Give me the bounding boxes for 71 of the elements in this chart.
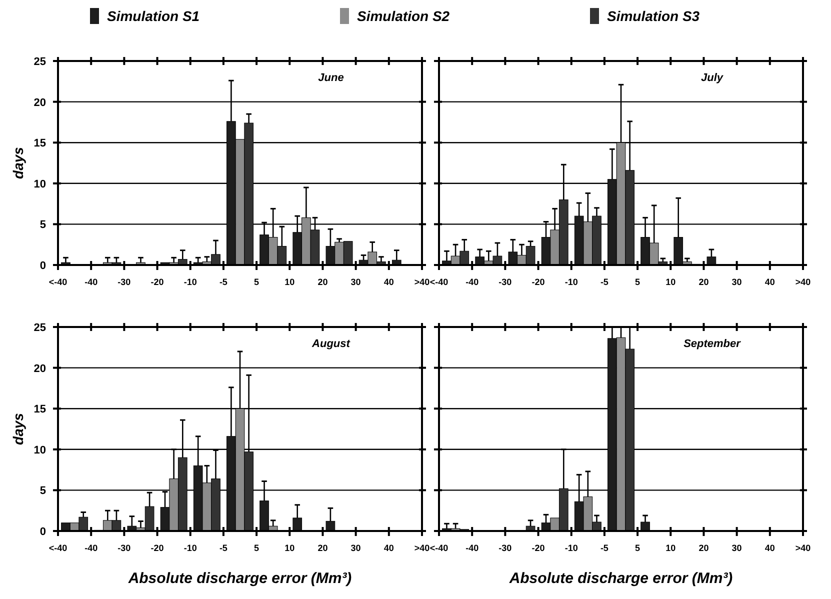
x-tick-label: >40 xyxy=(414,543,430,553)
x-tick-label: 30 xyxy=(732,543,742,553)
x-tick-label: -20 xyxy=(532,543,545,553)
x-tick-label: -40 xyxy=(84,543,98,553)
x-tick-label: -5 xyxy=(219,277,228,287)
x-tick-label: 10 xyxy=(284,277,295,287)
x-tick-label: 10 xyxy=(284,543,295,553)
y-tick-label: 10 xyxy=(34,444,46,456)
x-tick-label: 10 xyxy=(666,277,676,287)
x-tick-label: -30 xyxy=(498,543,512,553)
x-tick-label: 10 xyxy=(666,543,676,553)
x-axis-title: Absolute discharge error (Mm³) xyxy=(508,570,733,587)
x-tick-label: <-40 xyxy=(48,277,68,287)
y-axis-title: days xyxy=(10,146,26,179)
x-tick-label: >40 xyxy=(414,277,430,287)
x-tick-label: -40 xyxy=(466,543,479,553)
x-tick-label: -30 xyxy=(118,277,131,287)
x-tick-label: 30 xyxy=(350,277,361,287)
x-axis-title: Absolute discharge error (Mm³) xyxy=(127,570,352,587)
y-tick-label: 20 xyxy=(34,96,46,109)
y-axis-title: days xyxy=(10,412,26,445)
x-tick-label: -20 xyxy=(150,277,164,287)
x-tick-label: <-40 xyxy=(430,543,448,553)
x-tick-label: 40 xyxy=(384,543,394,553)
x-tick-label: -5 xyxy=(600,277,608,287)
x-tick-label: 40 xyxy=(764,543,775,553)
text: June xyxy=(318,72,344,84)
x-tick-label: >40 xyxy=(795,543,811,553)
x-tick-label: 5 xyxy=(635,277,640,287)
text: September xyxy=(684,338,742,350)
legend-label: Simulation S3 xyxy=(607,8,700,24)
legend-label: Simulation S1 xyxy=(107,8,200,24)
y-tick-label: 15 xyxy=(34,404,46,416)
x-tick-label: -5 xyxy=(219,543,228,553)
x-tick-label: <-40 xyxy=(430,277,448,287)
y-tick-label: 5 xyxy=(40,485,46,498)
x-tick-label: -10 xyxy=(564,543,578,553)
y-tick-label: 25 xyxy=(34,56,46,68)
legend-label: Simulation S2 xyxy=(357,8,450,24)
x-tick-label: -20 xyxy=(150,543,164,553)
y-tick-label: 20 xyxy=(34,362,46,375)
x-tick-label: -10 xyxy=(184,543,197,553)
text: August xyxy=(311,338,352,350)
y-tick-label: 10 xyxy=(34,178,46,190)
x-tick-label: 5 xyxy=(635,543,640,553)
x-tick-label: 5 xyxy=(254,277,260,287)
x-tick-label: -10 xyxy=(564,277,578,287)
x-tick-label: -10 xyxy=(184,277,197,287)
text: July xyxy=(700,72,724,84)
x-tick-label: 20 xyxy=(698,277,709,287)
y-tick-label: 0 xyxy=(40,260,46,272)
y-tick-label: 15 xyxy=(34,138,46,150)
x-tick-label: 30 xyxy=(732,277,742,287)
x-tick-label: -5 xyxy=(600,543,608,553)
x-tick-label: -30 xyxy=(498,277,512,287)
x-tick-label: 40 xyxy=(764,277,775,287)
x-tick-label: 30 xyxy=(350,543,361,553)
x-tick-label: -20 xyxy=(532,277,545,287)
x-tick-label: 20 xyxy=(318,543,328,553)
y-tick-label: 5 xyxy=(40,219,46,232)
x-tick-label: 40 xyxy=(384,277,394,287)
x-tick-label: 5 xyxy=(254,543,260,553)
x-tick-label: 20 xyxy=(318,277,328,287)
y-tick-label: 0 xyxy=(40,526,46,538)
x-tick-label: 20 xyxy=(698,543,709,553)
x-tick-label: -30 xyxy=(118,543,131,553)
x-tick-label: -40 xyxy=(466,277,479,287)
y-tick-label: 25 xyxy=(34,322,46,334)
x-tick-label: >40 xyxy=(795,277,811,287)
x-tick-label: <-40 xyxy=(48,543,68,553)
x-tick-label: -40 xyxy=(84,277,98,287)
